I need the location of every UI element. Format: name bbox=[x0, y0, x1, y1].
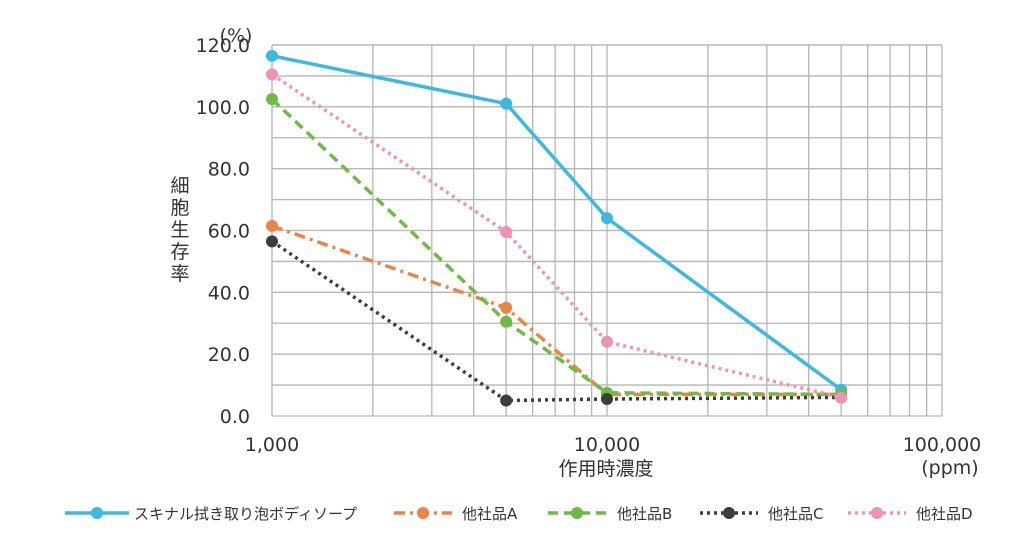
x-unit-label: (ppm) bbox=[921, 457, 978, 479]
data-point bbox=[266, 93, 278, 106]
x-tick-label: 100,000 bbox=[903, 434, 982, 456]
data-point bbox=[500, 394, 513, 407]
data-point bbox=[266, 219, 278, 232]
data-point bbox=[500, 226, 513, 239]
data-point bbox=[266, 235, 278, 248]
series-line bbox=[271, 224, 842, 397]
data-point bbox=[835, 391, 848, 404]
legend: スキナル拭き取り泡ボディソープ 他社品A 他社品B 他社品C 他社品D bbox=[65, 505, 973, 523]
legend-label: スキナル拭き取り泡ボディソープ bbox=[134, 505, 357, 523]
legend-marker bbox=[871, 507, 883, 519]
y-axis-title-char: 胞 bbox=[170, 197, 189, 219]
y-tick-label: 0.0 bbox=[220, 406, 250, 428]
x-tick-label: 10,000 bbox=[574, 434, 640, 456]
data-point bbox=[266, 49, 278, 62]
x-tick-labels: 1,000 10,000 100,000 bbox=[245, 434, 981, 456]
data-point bbox=[500, 301, 513, 314]
legend-marker bbox=[571, 507, 583, 519]
x-tick-label: 1,000 bbox=[245, 434, 299, 456]
y-tick-labels: 0.0 20.0 40.0 60.0 80.0 100.0 120.0 bbox=[196, 35, 250, 428]
y-tick-label: 120.0 bbox=[196, 35, 250, 57]
data-point bbox=[601, 335, 613, 348]
series-line bbox=[271, 54, 843, 392]
legend-marker bbox=[723, 507, 735, 519]
y-axis-title-char: 存 bbox=[170, 241, 189, 263]
y-tick-label: 20.0 bbox=[208, 344, 250, 366]
y-tick-label: 40.0 bbox=[208, 282, 250, 304]
data-point bbox=[601, 212, 613, 225]
y-tick-label: 60.0 bbox=[208, 221, 250, 243]
y-axis-title-char: 細 bbox=[170, 175, 189, 197]
data-point bbox=[500, 315, 513, 328]
x-axis-title: 作用時濃度 bbox=[558, 458, 653, 480]
legend-label: 他社品B bbox=[617, 505, 672, 523]
y-unit-label: (%) bbox=[220, 25, 253, 47]
series-group bbox=[266, 49, 848, 407]
y-axis-title-char: 率 bbox=[170, 263, 189, 285]
legend-label: 他社品C bbox=[768, 505, 823, 523]
data-point bbox=[500, 97, 513, 110]
y-axis-title-char: 生 bbox=[170, 219, 189, 241]
legend-marker bbox=[91, 507, 103, 519]
legend-marker bbox=[417, 507, 429, 519]
series-line bbox=[271, 239, 842, 403]
legend-label: 他社品D bbox=[916, 505, 973, 523]
data-point bbox=[266, 68, 278, 81]
series-line bbox=[271, 72, 842, 400]
y-tick-label: 80.0 bbox=[208, 159, 250, 181]
data-point bbox=[601, 392, 613, 405]
series-line bbox=[270, 97, 842, 397]
grid-lines bbox=[271, 44, 943, 417]
y-tick-label: 100.0 bbox=[196, 97, 250, 119]
legend-label: 他社品A bbox=[462, 505, 518, 523]
